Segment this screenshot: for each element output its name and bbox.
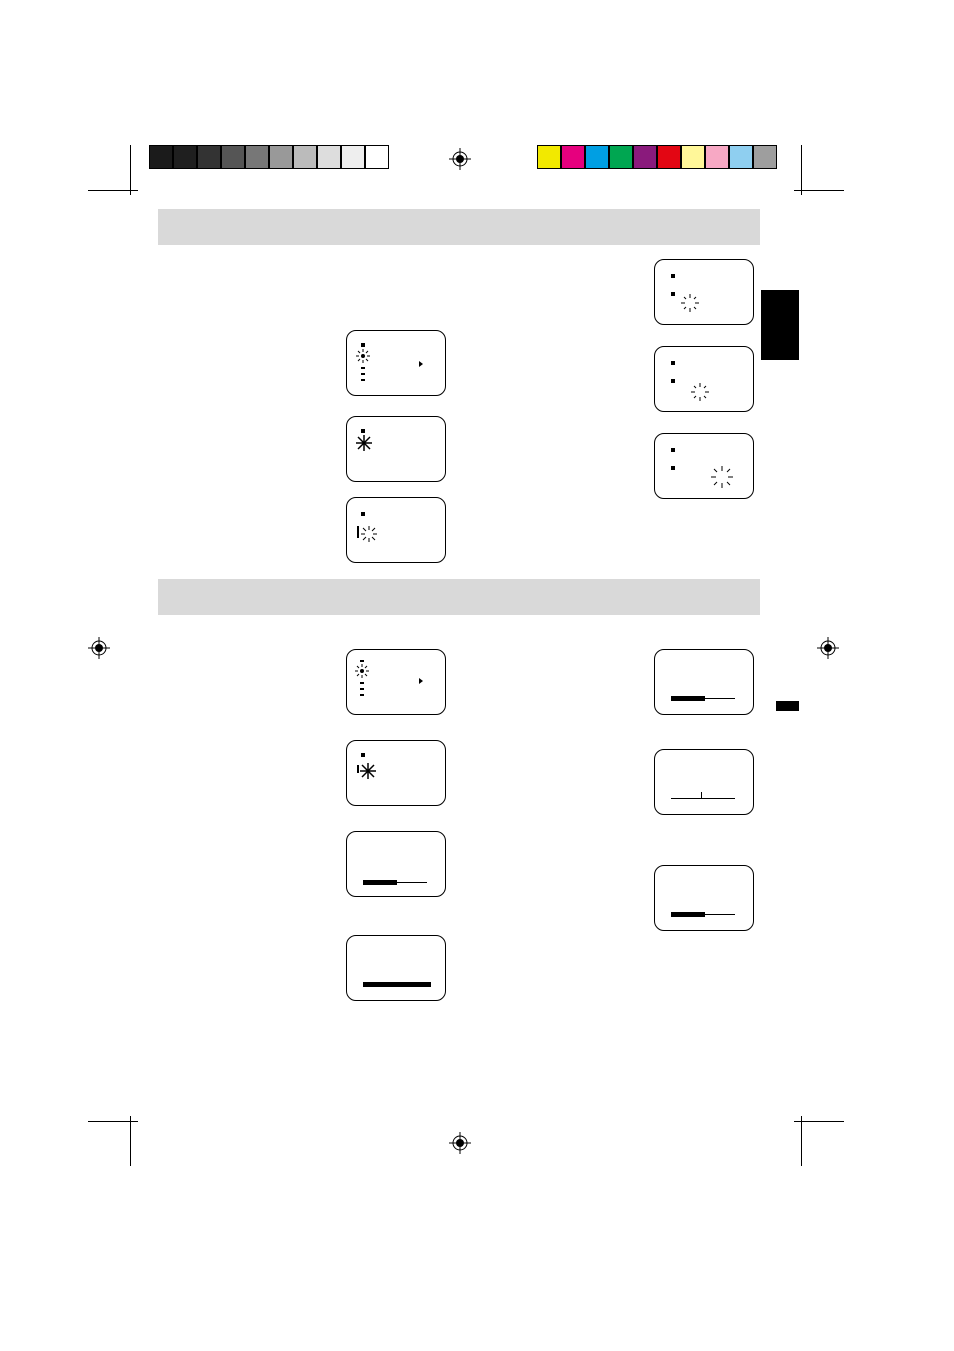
swatch xyxy=(197,145,221,169)
dash-icon xyxy=(360,682,364,684)
dash-icon xyxy=(361,343,365,347)
lcd-panel-a7 xyxy=(346,935,446,1001)
dot-icon xyxy=(671,379,675,383)
dash-icon xyxy=(361,367,365,369)
sun-dashed-icon xyxy=(711,466,733,488)
registration-mark-top xyxy=(449,148,471,170)
progress-full xyxy=(363,982,431,987)
progress-fill xyxy=(363,880,397,885)
color-calibration-strip xyxy=(537,145,777,169)
lcd-panel-a2 xyxy=(346,416,446,482)
swatch xyxy=(221,145,245,169)
lcd-panel-a6 xyxy=(346,831,446,897)
sun-dashed-icon xyxy=(691,383,709,401)
progress-fill xyxy=(671,696,705,701)
dot-icon xyxy=(671,274,675,278)
swatch xyxy=(269,145,293,169)
dash-icon xyxy=(360,660,364,662)
waveform-baseline xyxy=(671,798,735,799)
swatch xyxy=(681,145,705,169)
play-icon xyxy=(419,678,423,684)
crop-corner-top-right xyxy=(794,160,844,210)
lcd-panel-b5 xyxy=(654,749,754,815)
dot-icon xyxy=(671,292,675,296)
swatch xyxy=(729,145,753,169)
registration-mark-right xyxy=(817,637,839,659)
crop-corner-bottom-left xyxy=(88,1101,138,1151)
dot-icon xyxy=(671,361,675,365)
dash-icon xyxy=(361,373,365,375)
swatch xyxy=(705,145,729,169)
sun-dashed-icon xyxy=(681,294,699,312)
lcd-panel-a1 xyxy=(346,330,446,396)
progress-track xyxy=(705,914,735,915)
dash-icon xyxy=(360,688,364,690)
dash-icon xyxy=(361,429,365,433)
swatch xyxy=(341,145,365,169)
progress-track xyxy=(397,882,427,883)
dot-icon xyxy=(671,448,675,452)
lcd-panel-b6 xyxy=(654,865,754,931)
side-tab-small xyxy=(776,701,799,711)
swatch xyxy=(149,145,173,169)
sun-dashed-icon xyxy=(361,526,377,542)
dot-icon xyxy=(361,512,365,516)
swatch xyxy=(173,145,197,169)
swatch xyxy=(609,145,633,169)
registration-mark-bottom xyxy=(449,1132,471,1154)
progress-fill xyxy=(671,912,705,917)
crop-corner-bottom-right xyxy=(794,1101,844,1151)
section-bar-1 xyxy=(158,209,760,245)
burst-icon xyxy=(356,435,372,451)
lcd-panel-b3 xyxy=(654,433,754,499)
progress-track xyxy=(705,698,735,699)
dash-icon xyxy=(360,694,364,696)
dash-icon xyxy=(357,765,359,773)
section-bar-2 xyxy=(158,579,760,615)
swatch xyxy=(585,145,609,169)
waveform-tick xyxy=(701,792,702,798)
side-tab-large xyxy=(761,290,799,360)
crop-corner-top-left xyxy=(88,160,138,210)
sun-icon xyxy=(356,349,370,363)
swatch xyxy=(365,145,389,169)
lcd-panel-a5 xyxy=(346,740,446,806)
sun-icon xyxy=(355,664,369,678)
swatch xyxy=(537,145,561,169)
lcd-panel-a4 xyxy=(346,649,446,715)
dot-icon xyxy=(671,466,675,470)
dash-icon xyxy=(357,526,359,538)
swatch xyxy=(657,145,681,169)
swatch xyxy=(753,145,777,169)
dash-icon xyxy=(361,379,365,381)
swatch xyxy=(293,145,317,169)
swatch xyxy=(245,145,269,169)
lcd-panel-b2 xyxy=(654,346,754,412)
dot-icon xyxy=(361,753,365,757)
swatch xyxy=(561,145,585,169)
swatch xyxy=(633,145,657,169)
lcd-panel-b1 xyxy=(654,259,754,325)
play-icon xyxy=(419,361,423,367)
lcd-panel-a3 xyxy=(346,497,446,563)
registration-mark-left xyxy=(88,637,110,659)
swatch xyxy=(317,145,341,169)
lcd-panel-b4 xyxy=(654,649,754,715)
grayscale-calibration-strip xyxy=(149,145,389,169)
burst-icon xyxy=(360,763,376,779)
